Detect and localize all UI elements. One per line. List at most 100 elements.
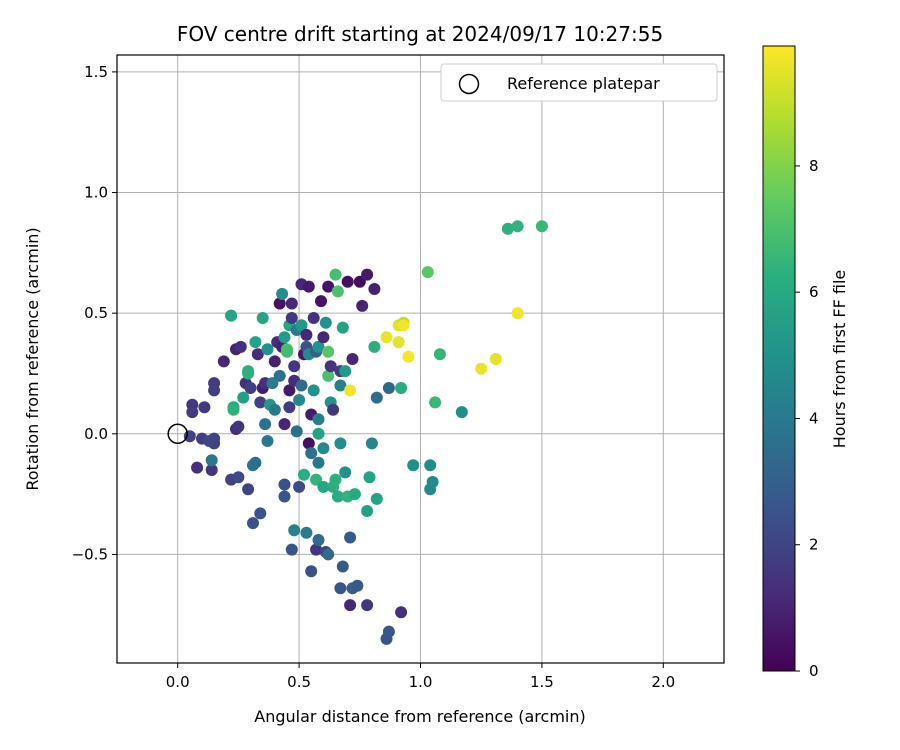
colorbar-tick-label: 0 xyxy=(809,662,819,680)
data-point xyxy=(317,442,330,455)
data-point xyxy=(247,517,259,530)
data-point xyxy=(278,331,291,344)
data-point xyxy=(336,321,349,334)
data-point xyxy=(237,391,250,404)
data-point xyxy=(276,287,289,300)
data-point xyxy=(288,524,301,537)
data-point xyxy=(535,220,548,233)
data-point xyxy=(351,579,364,592)
colorbar-tick-label: 8 xyxy=(809,157,819,175)
data-point xyxy=(382,625,395,638)
data-point xyxy=(339,365,352,378)
data-point xyxy=(395,606,408,619)
x-tick-label: 2.0 xyxy=(651,673,675,691)
legend-box xyxy=(440,63,718,102)
colorbar-ticks: 0 2 4 6 8 xyxy=(795,157,819,680)
data-point xyxy=(310,473,323,486)
data-point xyxy=(261,343,274,356)
data-point xyxy=(278,418,291,431)
data-point xyxy=(254,396,267,409)
data-point xyxy=(234,340,247,353)
data-point xyxy=(433,348,446,361)
data-point xyxy=(315,295,327,308)
x-axis-label: Angular distance from reference (arcmin) xyxy=(254,707,585,726)
data-point xyxy=(324,360,337,373)
data-point xyxy=(268,355,281,368)
data-point xyxy=(302,280,315,293)
data-point xyxy=(312,413,325,426)
data-point xyxy=(511,220,524,233)
y-axis-ticks: −0.5 0.0 0.5 1.0 1.5 xyxy=(72,63,117,563)
x-tick-label: 0.5 xyxy=(287,673,311,691)
data-point xyxy=(348,488,361,501)
data-point xyxy=(336,560,349,573)
data-point xyxy=(249,336,262,349)
data-point xyxy=(244,382,257,394)
data-point xyxy=(225,309,238,322)
data-point xyxy=(186,406,199,419)
data-point xyxy=(254,507,267,520)
data-point xyxy=(305,447,318,460)
data-point xyxy=(421,266,434,279)
data-point xyxy=(285,297,298,310)
data-point xyxy=(288,360,301,373)
data-point xyxy=(203,435,216,447)
data-point xyxy=(232,471,245,484)
data-point xyxy=(256,312,269,324)
data-points xyxy=(183,220,548,645)
data-point xyxy=(395,382,408,394)
data-point xyxy=(346,353,359,365)
data-point xyxy=(249,456,262,469)
data-point xyxy=(353,275,366,288)
data-point xyxy=(329,268,342,281)
data-point xyxy=(259,418,272,431)
data-point xyxy=(290,425,303,438)
data-point xyxy=(426,476,439,488)
data-point xyxy=(205,464,218,476)
colorbar-tick-label: 4 xyxy=(809,409,819,427)
data-point xyxy=(392,336,405,349)
legend-marker-icon xyxy=(458,73,480,95)
legend: Reference platepar xyxy=(440,63,718,102)
y-tick-label: −0.5 xyxy=(72,545,108,563)
data-point xyxy=(322,280,335,293)
legend-label: Reference platepar xyxy=(507,74,660,93)
data-point xyxy=(319,316,332,329)
data-point xyxy=(322,345,335,358)
data-point xyxy=(285,543,298,556)
data-point xyxy=(281,345,293,358)
data-point xyxy=(344,599,357,612)
data-point xyxy=(300,328,313,341)
data-point xyxy=(312,456,325,469)
data-point xyxy=(331,490,344,503)
data-point xyxy=(344,531,357,544)
data-point xyxy=(511,307,524,320)
data-point xyxy=(501,222,514,235)
data-point xyxy=(489,353,502,365)
data-point xyxy=(293,480,306,493)
data-point xyxy=(273,297,286,310)
data-point xyxy=(310,543,323,556)
colorbar xyxy=(762,45,796,672)
data-point xyxy=(322,369,335,382)
data-point xyxy=(356,299,369,312)
data-point xyxy=(261,435,274,447)
data-point xyxy=(317,480,330,493)
data-point xyxy=(208,384,221,397)
data-point xyxy=(407,459,420,472)
data-point xyxy=(300,526,313,539)
data-point xyxy=(307,312,320,324)
data-point xyxy=(293,394,306,406)
x-tick-label: 1.0 xyxy=(409,673,433,691)
y-tick-label: 1.5 xyxy=(84,63,108,81)
data-point xyxy=(339,466,352,479)
data-point xyxy=(295,379,308,392)
data-point xyxy=(382,382,395,394)
data-point xyxy=(370,391,383,404)
data-point xyxy=(455,406,468,419)
data-point xyxy=(334,437,347,450)
data-point xyxy=(283,384,296,397)
y-tick-label: 1.0 xyxy=(84,184,108,202)
data-point xyxy=(329,473,342,486)
